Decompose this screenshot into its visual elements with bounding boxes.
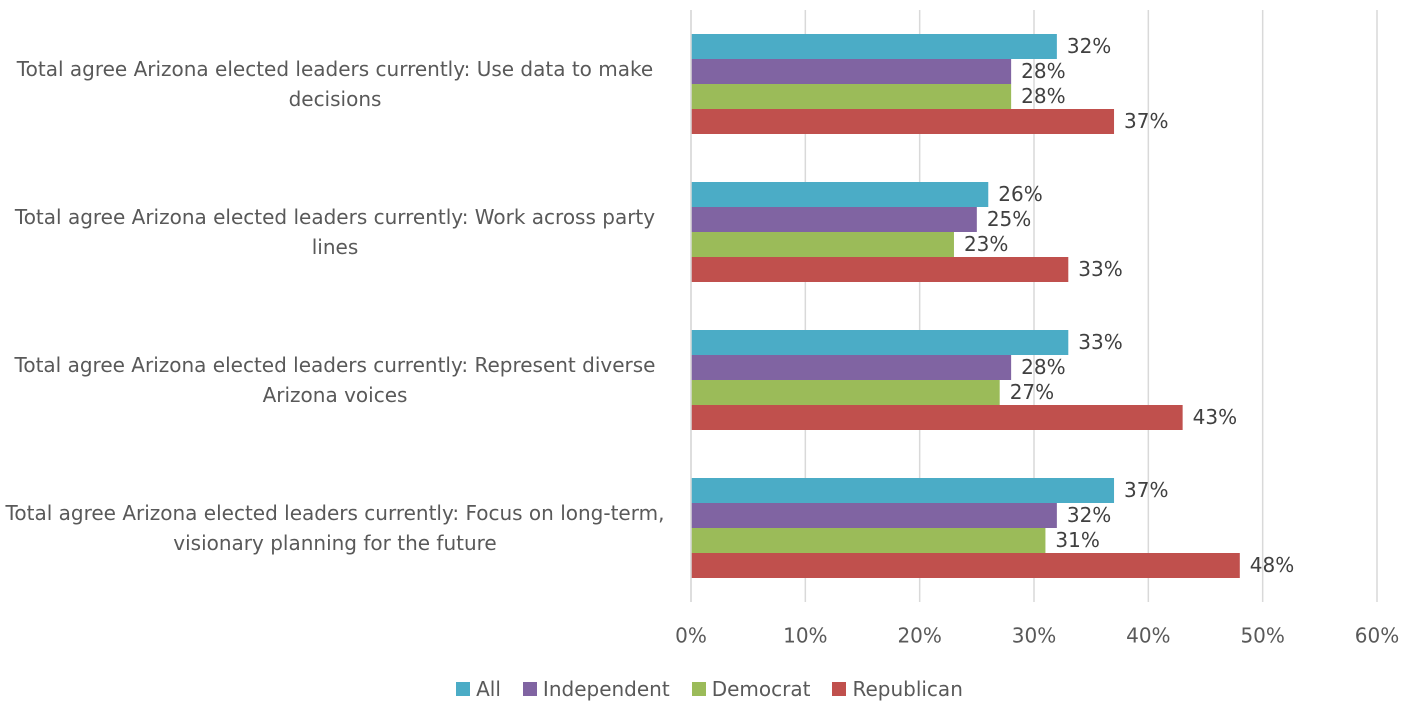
- data-label: 23%: [964, 232, 1008, 256]
- data-label: 32%: [1067, 34, 1111, 58]
- bar: [691, 232, 954, 257]
- legend-item: Independent: [522, 677, 670, 701]
- data-label: 28%: [1021, 84, 1065, 108]
- bar: [691, 84, 1012, 109]
- x-tick-label: 0%: [675, 624, 707, 648]
- legend-item: All: [456, 677, 501, 701]
- x-tick-label: 10%: [783, 624, 827, 648]
- bar: [691, 207, 977, 232]
- x-tick-label: 30%: [1012, 624, 1056, 648]
- bar: [691, 182, 989, 207]
- data-label: 28%: [1021, 355, 1065, 379]
- data-label: 43%: [1193, 405, 1237, 429]
- data-label: 48%: [1250, 553, 1294, 577]
- legend-swatch: [832, 682, 847, 696]
- legend-item: Democrat: [691, 677, 811, 701]
- bar: [691, 59, 1012, 84]
- legend-swatch: [522, 682, 537, 696]
- bar: [691, 355, 1012, 380]
- x-tick-label: 40%: [1126, 624, 1170, 648]
- legend-swatch: [691, 682, 706, 696]
- legend-label: Democrat: [711, 677, 811, 701]
- bar: [691, 528, 1046, 553]
- data-label: 32%: [1067, 503, 1111, 527]
- data-label: 33%: [1078, 257, 1122, 281]
- legend-label: Republican: [852, 677, 963, 701]
- x-tick-label: 50%: [1240, 624, 1284, 648]
- data-label: 31%: [1055, 528, 1099, 552]
- category-label: Total agree Arizona elected leaders curr…: [5, 501, 665, 555]
- data-label: 33%: [1078, 330, 1122, 354]
- bar: [691, 380, 1000, 405]
- legend-label: Independent: [542, 677, 670, 701]
- bar: [691, 405, 1183, 430]
- legend-item: Republican: [832, 677, 963, 701]
- bar: [691, 503, 1057, 528]
- category-label: Total agree Arizona elected leaders curr…: [14, 353, 656, 407]
- data-label: 37%: [1124, 109, 1168, 133]
- data-label: 37%: [1124, 478, 1168, 502]
- bar: [691, 257, 1069, 282]
- bar: [691, 553, 1240, 578]
- bar: [691, 330, 1069, 355]
- data-label: 26%: [998, 182, 1042, 206]
- bar: [691, 109, 1115, 134]
- legend-swatch: [456, 682, 471, 696]
- category-label: Total agree Arizona elected leaders curr…: [14, 205, 656, 259]
- bar: [691, 478, 1115, 503]
- category-label: Total agree Arizona elected leaders curr…: [16, 57, 654, 111]
- data-label: 27%: [1010, 380, 1054, 404]
- data-label: 28%: [1021, 59, 1065, 83]
- legend: All Independent Democrat Republican: [0, 677, 1419, 701]
- bar: [691, 34, 1057, 59]
- x-tick-label: 20%: [897, 624, 941, 648]
- data-label: 25%: [987, 207, 1031, 231]
- legend-label: All: [476, 677, 501, 701]
- x-tick-label: 60%: [1355, 624, 1399, 648]
